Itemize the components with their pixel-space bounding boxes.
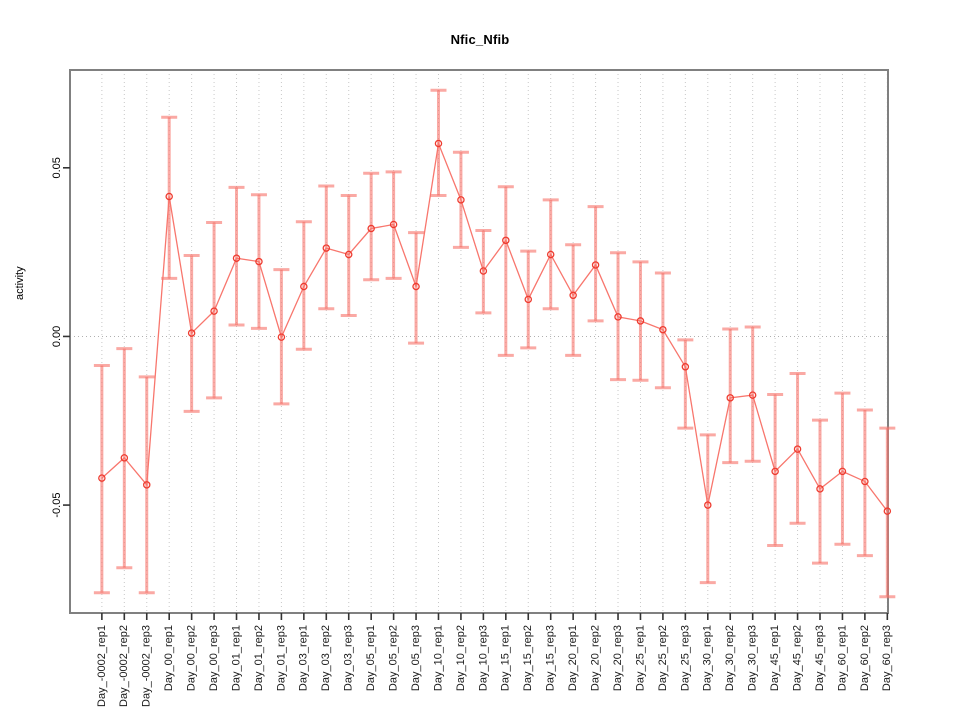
svg-text:Day_10_rep2: Day_10_rep2 (455, 625, 467, 691)
data-points (98, 139, 892, 515)
svg-text:Day_05_rep1: Day_05_rep1 (365, 625, 377, 691)
svg-text:Day_45_rep1: Day_45_rep1 (769, 625, 781, 691)
svg-text:Day_10_rep1: Day_10_rep1 (432, 625, 444, 691)
svg-text:Day_30_rep1: Day_30_rep1 (702, 625, 714, 691)
svg-text:Day_25_rep3: Day_25_rep3 (679, 625, 691, 691)
svg-text:0.00: 0.00 (51, 326, 63, 347)
svg-text:-0.05: -0.05 (51, 493, 63, 518)
svg-text:Day_01_rep2: Day_01_rep2 (253, 625, 265, 691)
svg-text:Day_45_rep2: Day_45_rep2 (791, 625, 803, 691)
svg-text:Day_15_rep2: Day_15_rep2 (522, 625, 534, 691)
svg-text:Day_00_rep2: Day_00_rep2 (186, 625, 198, 691)
axis-frame (69, 69, 889, 614)
svg-text:Day_01_rep3: Day_01_rep3 (275, 625, 287, 691)
svg-text:Day_45_rep3: Day_45_rep3 (814, 625, 826, 691)
svg-text:Day_25_rep1: Day_25_rep1 (634, 625, 646, 691)
svg-text:Day_30_rep3: Day_30_rep3 (747, 625, 759, 691)
svg-text:Day_20_rep1: Day_20_rep1 (567, 625, 579, 691)
svg-text:Day_60_rep2: Day_60_rep2 (859, 625, 871, 691)
svg-text:Day_03_rep1: Day_03_rep1 (298, 625, 310, 691)
svg-text:Day_03_rep3: Day_03_rep3 (343, 625, 355, 691)
chart-title: Nfic_Nfib (450, 32, 510, 47)
x-axis-ticks (101, 613, 889, 620)
y-axis-ticks: 0.05 0.00 -0.05 (51, 157, 70, 518)
svg-text:Day_10_rep3: Day_10_rep3 (477, 625, 489, 691)
svg-text:Day_03_rep2: Day_03_rep2 (320, 625, 332, 691)
svg-text:Day_-0002_rep1: Day_-0002_rep1 (96, 625, 108, 707)
svg-text:Day_05_rep2: Day_05_rep2 (388, 625, 400, 691)
svg-text:Day_30_rep2: Day_30_rep2 (724, 625, 736, 691)
svg-text:0.05: 0.05 (51, 157, 63, 178)
svg-text:Day_20_rep3: Day_20_rep3 (612, 625, 624, 691)
svg-text:Day_-0002_rep3: Day_-0002_rep3 (141, 625, 153, 707)
svg-text:Day_00_rep1: Day_00_rep1 (163, 625, 175, 691)
svg-text:Day_60_rep1: Day_60_rep1 (836, 625, 848, 691)
x-axis-labels: Day_-0002_rep1 Day_-0002_rep2 Day_-0002_re… (96, 625, 893, 707)
svg-text:Day_60_rep3: Day_60_rep3 (881, 625, 893, 691)
svg-text:Day_20_rep2: Day_20_rep2 (589, 625, 601, 691)
grid-lines (101, 70, 888, 613)
svg-text:Day_05_rep3: Day_05_rep3 (410, 625, 422, 691)
data-line (101, 141, 888, 512)
svg-text:Day_-0002_rep2: Day_-0002_rep2 (118, 625, 130, 707)
svg-text:Day_15_rep1: Day_15_rep1 (500, 625, 512, 691)
svg-text:Day_01_rep1: Day_01_rep1 (230, 625, 242, 691)
svg-text:Day_15_rep3: Day_15_rep3 (545, 625, 557, 691)
svg-text:Day_25_rep2: Day_25_rep2 (657, 625, 669, 691)
svg-text:Day_00_rep3: Day_00_rep3 (208, 625, 220, 691)
